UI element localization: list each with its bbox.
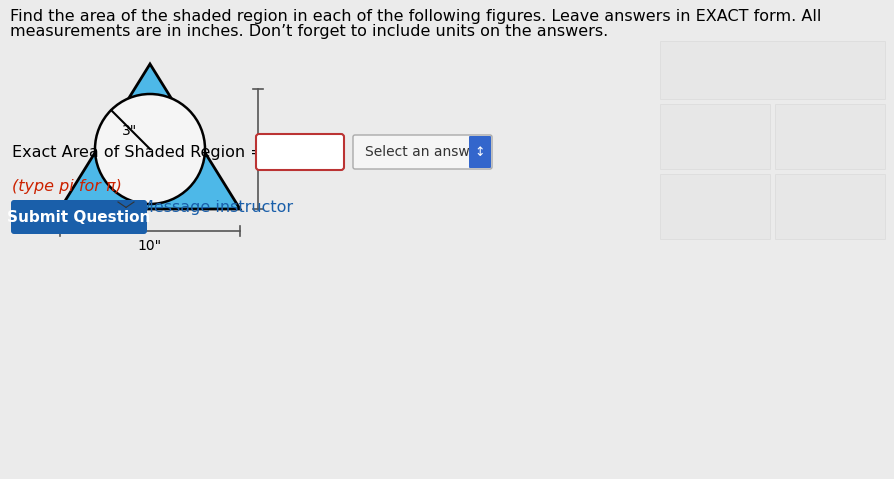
FancyBboxPatch shape: [659, 104, 769, 169]
Text: Message instructor: Message instructor: [139, 199, 293, 215]
FancyBboxPatch shape: [659, 41, 884, 99]
FancyBboxPatch shape: [256, 134, 343, 170]
Text: Select an answer: Select an answer: [365, 145, 484, 159]
Text: measurements are in inches. Don’t forget to include units on the answers.: measurements are in inches. Don’t forget…: [10, 24, 608, 39]
Text: Find the area of the shaded region in each of the following figures. Leave answe: Find the area of the shaded region in ea…: [10, 9, 821, 24]
FancyBboxPatch shape: [468, 136, 491, 168]
Polygon shape: [60, 64, 240, 209]
Text: Question Help:: Question Help:: [12, 199, 131, 215]
FancyBboxPatch shape: [352, 135, 492, 169]
Text: 3": 3": [122, 124, 138, 138]
Text: (type pi for π): (type pi for π): [12, 179, 122, 194]
FancyBboxPatch shape: [774, 174, 884, 239]
FancyBboxPatch shape: [11, 200, 147, 234]
Text: 10": 10": [138, 239, 162, 253]
Circle shape: [95, 94, 205, 204]
Text: ↕: ↕: [474, 146, 485, 159]
FancyBboxPatch shape: [659, 174, 769, 239]
FancyBboxPatch shape: [774, 104, 884, 169]
Text: Exact Area of Shaded Region =: Exact Area of Shaded Region =: [12, 145, 264, 160]
Text: 7": 7": [272, 142, 287, 156]
Text: Submit Question: Submit Question: [7, 209, 150, 225]
